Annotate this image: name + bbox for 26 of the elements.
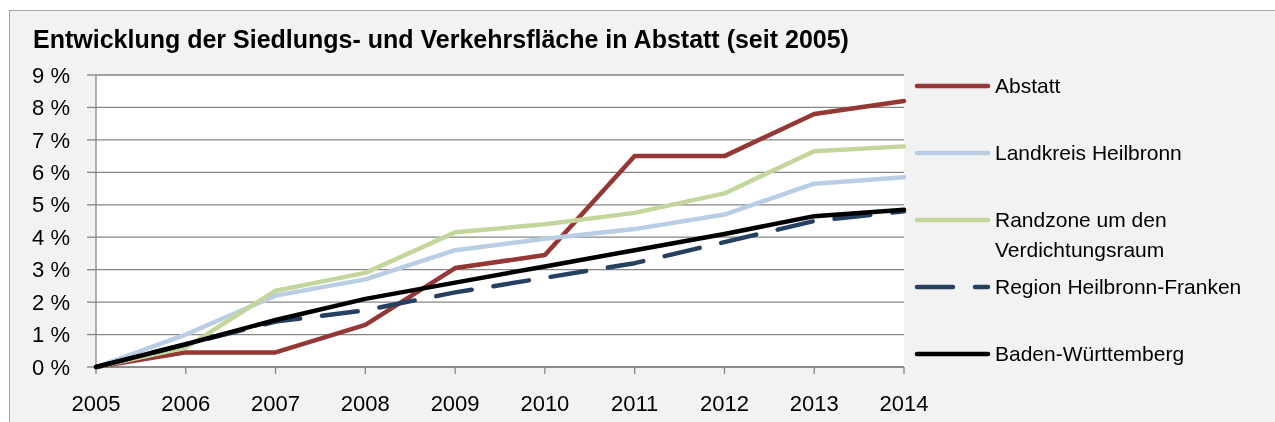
y-tick-label: 1 % [32, 322, 70, 348]
y-tick-label: 8 % [32, 95, 70, 121]
x-tick-label: 2007 [251, 390, 301, 416]
x-tick-label: 2006 [161, 390, 211, 416]
y-tick-label: 5 % [32, 192, 70, 218]
x-tick-label: 2012 [699, 390, 749, 416]
x-tick-label: 2009 [430, 390, 480, 416]
x-tick-label: 2005 [71, 390, 121, 416]
x-tick-label: 2008 [340, 390, 390, 416]
y-tick-label: 9 % [32, 62, 70, 88]
y-tick-label: 3 % [32, 257, 70, 283]
legend-label: Region Heilbronn-Franken [995, 275, 1242, 299]
legend-label: Landkreis Heilbronn [995, 141, 1182, 165]
y-tick-label: 7 % [32, 127, 70, 153]
x-tick-label: 2011 [611, 390, 659, 416]
y-tick-label: 4 % [32, 224, 70, 250]
legend-label: Abstatt [995, 74, 1061, 98]
legend-label: Randzone um den Verdichtungsraum [995, 208, 1167, 261]
y-tick-label: 0 % [32, 354, 70, 380]
x-tick-label: 2014 [879, 390, 929, 416]
x-tick-label: 2010 [520, 390, 570, 416]
chart-title: Entwicklung der Siedlungs- und Verkehrsfläche in Abstatt (seit 2005) [33, 25, 849, 53]
y-tick-label: 6 % [32, 160, 70, 186]
y-tick-label: 2 % [32, 289, 70, 315]
legend-label: Baden-Württemberg [995, 342, 1185, 366]
x-tick-label: 2013 [789, 390, 839, 416]
